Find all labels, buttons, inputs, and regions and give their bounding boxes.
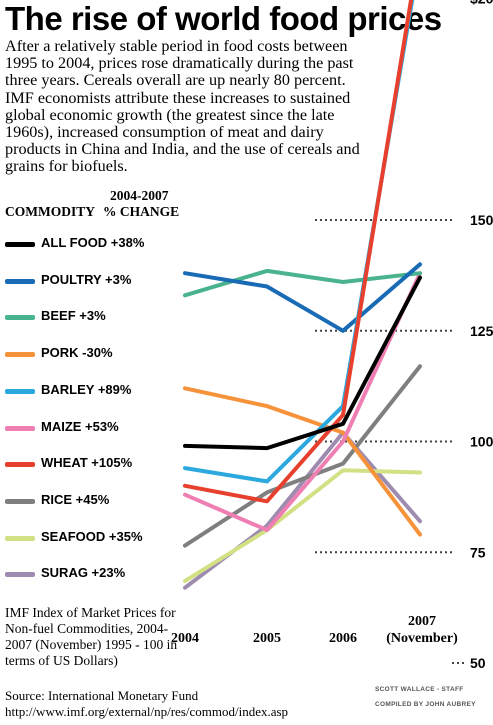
y-tick-label-100: 100 [470, 434, 493, 450]
legend-label: WHEAT +105% [41, 455, 133, 471]
legend-swatch [5, 425, 35, 431]
series-line-maize [183, 271, 422, 533]
intro-text: After a relatively stable period in food… [5, 37, 360, 176]
series-line-rice [183, 364, 422, 548]
x-tick-label-2006: 2006 [329, 631, 357, 646]
legend-label: BEEF +3% [41, 308, 106, 324]
legend-swatch [5, 352, 35, 358]
legend-label: MAIZE +53% [41, 418, 119, 434]
legend-swatch [5, 278, 35, 284]
x-tick-label-2007-november: 2007 (November) [386, 614, 458, 646]
legend-swatch [5, 535, 35, 541]
source-credit: Source: International Monetary Fund http… [5, 688, 288, 720]
series-line-beef [183, 268, 422, 298]
x-tick-label-2005: 2005 [253, 631, 281, 646]
series-line-pork [183, 386, 422, 537]
legend-label: SURAG +23% [41, 565, 126, 581]
legend-swatch [5, 242, 35, 247]
series-line-wheat [183, 0, 414, 504]
y-tick-label-200: $200 [470, 0, 493, 7]
legend-swatch [5, 498, 35, 504]
y-tick-label-75: 75 [470, 544, 486, 560]
source-url[interactable]: http://www.imf.org/external/np/res/commo… [5, 704, 289, 719]
chart-title: The rise of world food prices [5, 0, 442, 37]
y-tick-label-125: 125 [470, 323, 493, 339]
legend-swatch [5, 388, 35, 394]
y-tick-label-50: 50 [470, 655, 486, 671]
x-tick-label-2004: 2004 [171, 631, 199, 646]
legend-header-commodity: COMMODITY [5, 204, 95, 219]
legend-swatch [5, 315, 35, 321]
legend-label: SEAFOOD +35% [41, 528, 143, 544]
artist-credit: SCOTT WALLACE - STAFF [375, 686, 464, 693]
legend-label: PORK -30% [41, 345, 113, 361]
legend-header-change: % CHANGE [103, 204, 180, 219]
source-name: Source: International Monetary Fund [5, 688, 199, 703]
legend-swatch [5, 572, 35, 578]
legend-header-period: 2004-2007 [110, 188, 169, 203]
series-line-seafood [183, 468, 422, 583]
series-line-all-food [183, 275, 422, 451]
series-line-poultry [183, 262, 422, 333]
y-tick-label-150: 150 [470, 212, 493, 228]
legend-swatch [5, 462, 35, 468]
legend-label: BARLEY +89% [41, 381, 132, 397]
legend-label: POULTRY +3% [41, 271, 132, 287]
legend-label: RICE +45% [41, 491, 110, 507]
compiler-credit: COMPILED BY JOHN AUBREY [375, 701, 476, 708]
legend-label: ALL FOOD +38% [41, 235, 145, 250]
index-note: IMF Index of Market Prices for Non-fuel … [5, 605, 178, 668]
